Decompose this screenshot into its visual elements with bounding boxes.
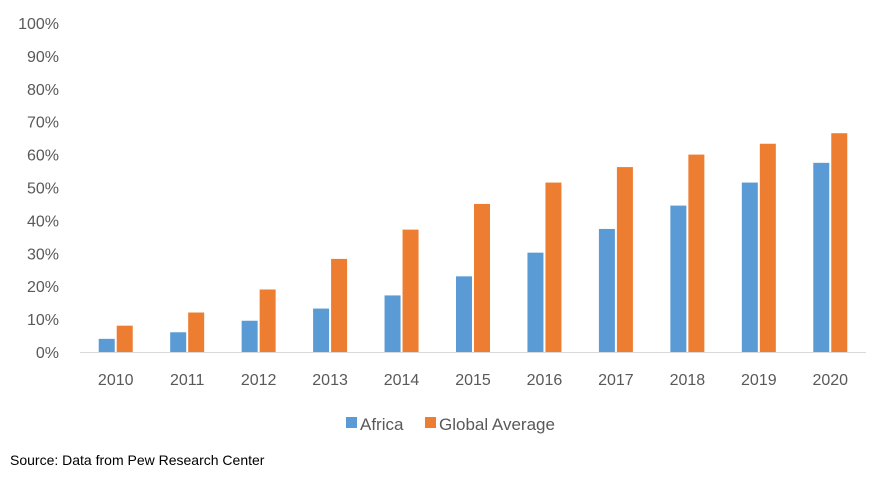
x-axis-ticks: 2010 2011 2012 2013 2014 2015 2016 2017 2018 2019… bbox=[98, 372, 848, 389]
bar-africa-2010 bbox=[98, 338, 115, 352]
bar-global-average-2016 bbox=[545, 182, 562, 352]
bar-global-average-2013 bbox=[331, 258, 348, 352]
y-tick-label: 60% bbox=[27, 148, 59, 165]
x-tick-label: 2016 bbox=[527, 372, 563, 389]
x-tick-label: 2010 bbox=[98, 372, 134, 389]
legend-swatch-global-average bbox=[425, 417, 436, 428]
bar-africa-2018 bbox=[670, 205, 687, 352]
x-tick-label: 2020 bbox=[812, 372, 848, 389]
x-tick-label: 2011 bbox=[170, 372, 205, 389]
bar-africa-2015 bbox=[456, 276, 472, 352]
x-tick-label: 2019 bbox=[741, 372, 777, 389]
bar-global-average-2010 bbox=[116, 325, 133, 352]
legend-swatch-africa bbox=[346, 417, 357, 428]
bar-global-average-2020 bbox=[831, 133, 848, 352]
y-tick-label: 30% bbox=[27, 246, 59, 263]
bar-global-average-2011 bbox=[188, 312, 205, 352]
y-tick-label: 40% bbox=[27, 213, 59, 230]
bar-global-average-2018 bbox=[688, 154, 705, 352]
y-tick-label: 0% bbox=[36, 345, 59, 362]
x-tick-label: 2015 bbox=[455, 372, 491, 389]
legend-label-global-average: Global Average bbox=[439, 415, 555, 434]
bar-africa-2017 bbox=[598, 228, 615, 352]
y-tick-label: 70% bbox=[27, 115, 59, 132]
bar-africa-2014 bbox=[384, 295, 401, 352]
bar-africa-2013 bbox=[313, 308, 330, 352]
x-tick-label: 2013 bbox=[312, 372, 348, 389]
y-tick-label: 20% bbox=[27, 279, 59, 296]
source-note: Source: Data from Pew Research Center bbox=[10, 452, 265, 468]
y-axis-ticks: 0% 10% 20% 30% 40% 50% 60% 70% 80% 90% 100% bbox=[18, 16, 59, 362]
bar-global-average-2019 bbox=[759, 143, 776, 352]
bar-africa-2011 bbox=[170, 332, 187, 352]
bar-global-average-2015 bbox=[474, 203, 490, 352]
y-tick-label: 10% bbox=[27, 312, 59, 329]
legend-label-africa: Africa bbox=[360, 415, 404, 434]
y-tick-label: 90% bbox=[27, 49, 59, 66]
bar-global-average-2012 bbox=[259, 289, 276, 352]
bar-africa-2016 bbox=[527, 252, 544, 352]
bar-global-average-2014 bbox=[402, 229, 419, 352]
y-tick-label: 80% bbox=[27, 82, 59, 99]
bar-africa-2020 bbox=[813, 162, 830, 352]
x-tick-label: 2018 bbox=[670, 372, 706, 389]
x-tick-label: 2012 bbox=[241, 372, 277, 389]
x-tick-label: 2014 bbox=[384, 372, 420, 389]
x-tick-label: 2017 bbox=[598, 372, 634, 389]
y-tick-label: 50% bbox=[27, 181, 59, 198]
y-tick-label: 100% bbox=[18, 16, 59, 33]
legend: Africa Global Average bbox=[346, 415, 555, 434]
bar-global-average-2017 bbox=[616, 167, 633, 352]
bars-group bbox=[98, 133, 848, 352]
bar-africa-2019 bbox=[741, 182, 758, 352]
bar-africa-2012 bbox=[241, 320, 258, 352]
